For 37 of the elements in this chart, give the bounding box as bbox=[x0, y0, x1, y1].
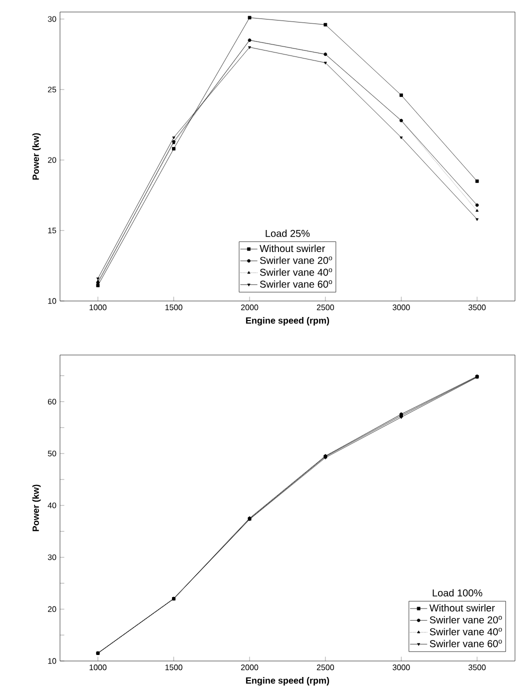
y-tick-label: 50 bbox=[48, 450, 56, 456]
y-axis-title: Power (kw) bbox=[32, 484, 41, 532]
y-tick-label: 10 bbox=[48, 298, 56, 304]
x-tick-label: 2500 bbox=[316, 664, 334, 670]
y-tick-label: 20 bbox=[48, 606, 56, 612]
x-tick-label: 3000 bbox=[392, 304, 410, 310]
x-tick-label: 3500 bbox=[468, 664, 486, 670]
y-tick-label: 10 bbox=[48, 658, 56, 664]
legend-label: Swirler vane 20$^{o}$ bbox=[430, 616, 502, 624]
legend-label: Swirler vane 60$^{o}$ bbox=[260, 280, 332, 288]
x-tick-label: 3500 bbox=[468, 304, 486, 310]
legend-title: Load 25% bbox=[266, 230, 310, 237]
y-tick-label: 25 bbox=[48, 86, 56, 92]
x-tick-label: 1500 bbox=[165, 664, 182, 670]
x-tick-label: 1500 bbox=[165, 304, 182, 310]
legend-label: Swirler vane 60$^{o}$ bbox=[430, 640, 502, 648]
legend-label: Without swirler bbox=[260, 244, 325, 252]
x-tick-label: 2000 bbox=[241, 664, 258, 670]
x-tick-label: 3000 bbox=[392, 664, 410, 670]
y-tick-label: 15 bbox=[48, 228, 56, 234]
x-tick-label: 2000 bbox=[241, 304, 258, 310]
x-tick-label: 2500 bbox=[316, 304, 334, 310]
x-tick-label: 1000 bbox=[90, 304, 106, 310]
x-axis-title: Engine speed (rpm) bbox=[246, 677, 330, 686]
y-tick-label: 30 bbox=[48, 554, 56, 560]
y-tick-label: 60 bbox=[48, 398, 56, 405]
y-axis-title: Power (kw) bbox=[32, 133, 41, 180]
legend-label: Without swirler bbox=[429, 604, 495, 612]
legend-label: Swirler vane 40$^{o}$ bbox=[430, 628, 502, 636]
legend-label: Swirler vane 40$^{o}$ bbox=[260, 268, 332, 276]
y-tick-label: 40 bbox=[48, 502, 56, 508]
x-axis-title: Engine speed (rpm) bbox=[246, 317, 330, 326]
y-tick-label: 20 bbox=[48, 157, 56, 163]
legend-label: Swirler vane 20$^{o}$ bbox=[260, 256, 332, 264]
y-tick-label: 30 bbox=[48, 16, 56, 22]
x-tick-label: 1000 bbox=[90, 664, 106, 670]
legend-title: Load 100% bbox=[432, 589, 482, 596]
